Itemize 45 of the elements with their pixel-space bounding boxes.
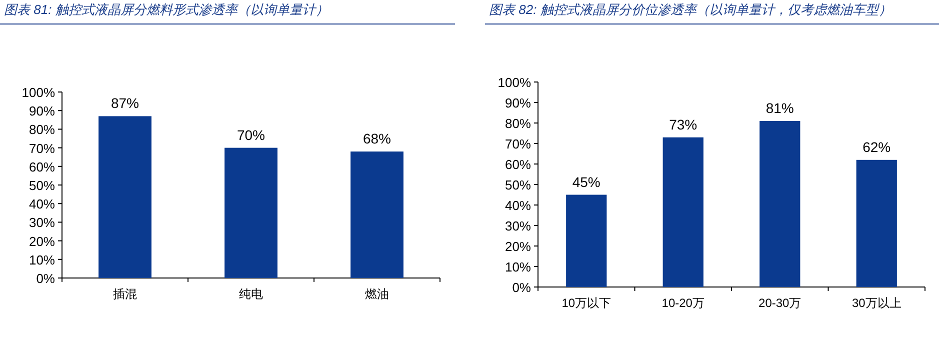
data-label: 70% [236,126,266,143]
y-tick-label: 70% [504,136,532,152]
y-tick-label: 60% [504,157,532,172]
data-label: 68% [362,130,392,147]
y-tick-label: 90% [504,96,532,110]
y-tick-label: 70% [28,140,56,156]
bar [224,148,278,278]
bar [350,152,404,278]
x-tick-label: 纯电 [239,287,263,301]
y-tick-label: 0% [512,280,532,295]
x-tick-label: 30万以上 [852,296,902,310]
y-tick-label: 20% [28,234,56,249]
data-label: 45% [572,174,600,190]
y-tick-label: 80% [28,122,56,138]
y-tick-label: 50% [28,178,56,193]
x-tick-label: 20-30万 [758,296,802,310]
x-tick-label: 10-20万 [662,296,704,310]
bar [662,137,704,287]
data-label: 81% [766,100,794,116]
chart-title: 图表 81: 触控式液晶屏分燃料形式渗透率（以询单量计） [4,2,328,17]
y-tick-label: 90% [28,104,56,119]
bar [98,116,152,278]
y-tick-label: 100% [22,85,56,100]
y-tick-label: 30% [28,215,56,230]
y-tick-label: 100% [498,75,532,90]
y-tick-label: 30% [504,218,532,234]
bar [760,120,800,287]
data-label: 87% [110,95,140,112]
y-tick-label: 20% [504,239,532,254]
y-tick-label: 60% [28,159,56,174]
x-tick-label: 插混 [113,287,137,301]
x-tick-label: 10万以下 [562,296,612,310]
chart-title: 图表 82: 触控式液晶屏分价位渗透率（以询单量计，仅考虑燃油车型） [489,2,892,17]
x-tick-label: 燃油 [365,287,389,301]
y-tick-label: 10% [504,260,532,274]
y-tick-label: 10% [28,252,56,268]
data-label: 73% [669,116,698,132]
y-tick-label: 40% [504,198,532,213]
data-label: 62% [862,138,891,155]
y-tick-label: 50% [504,178,532,192]
y-tick-label: 40% [28,196,56,212]
bar [856,160,897,287]
y-tick-label: 80% [504,116,532,131]
y-tick-label: 0% [36,271,56,286]
bar [566,194,607,287]
